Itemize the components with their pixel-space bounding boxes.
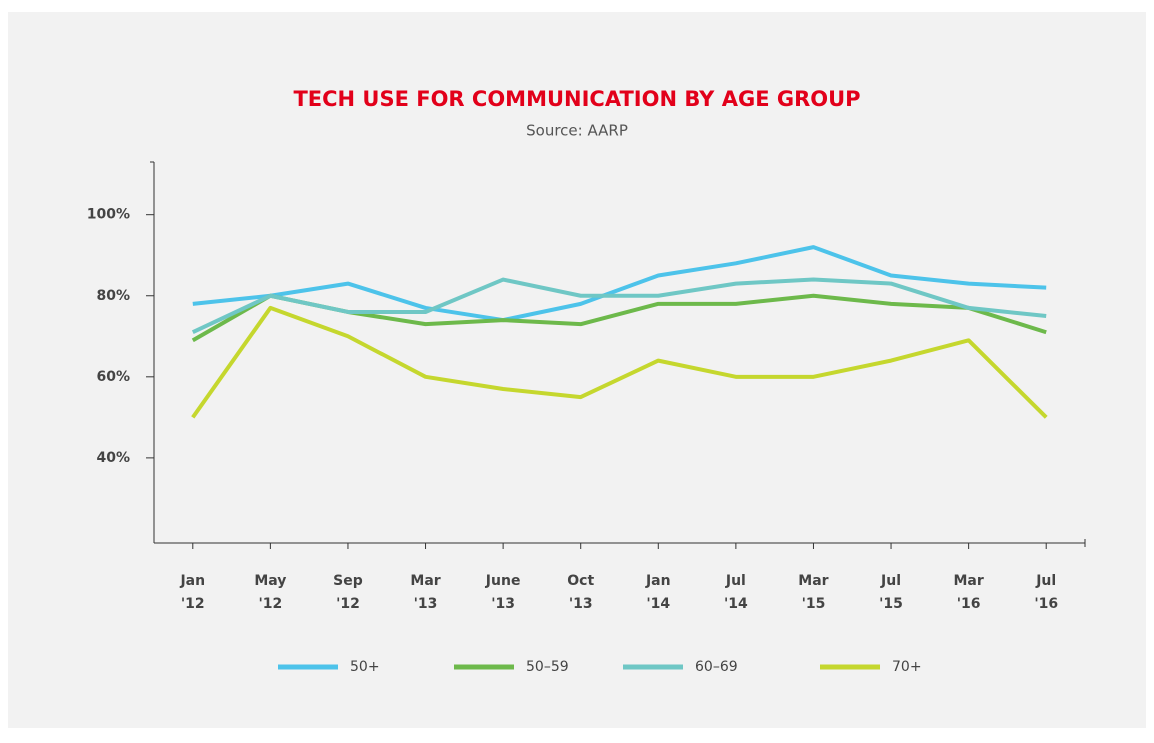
x-tick-label: June '13 xyxy=(485,573,521,612)
y-tick-label: 100% xyxy=(87,207,130,223)
legend-label: 50–59 xyxy=(526,659,569,675)
x-tick-label: Jul '15 xyxy=(879,573,903,612)
series-line xyxy=(191,277,1047,335)
x-tick-label: Jul '14 xyxy=(724,573,748,612)
x-tick-label: Mar '16 xyxy=(953,573,983,612)
x-tick-label: Oct '13 xyxy=(567,573,594,612)
x-tick-label: May '12 xyxy=(254,573,286,612)
x-tick-label: Mar '15 xyxy=(798,573,828,612)
x-tick-label: Jan '14 xyxy=(645,573,671,612)
legend-label: 70+ xyxy=(892,659,922,675)
x-tick-label: Jan '12 xyxy=(179,573,205,612)
x-tick-label: Mar '13 xyxy=(410,573,440,612)
panel xyxy=(8,12,1146,728)
x-tick-label: Jul '16 xyxy=(1034,573,1058,612)
legend-label: 60–69 xyxy=(695,659,738,675)
y-tick-label: 60% xyxy=(96,369,130,385)
series-line xyxy=(191,305,1048,419)
series-line xyxy=(192,245,1047,323)
chart-title: TECH USE FOR COMMUNICATION BY AGE GROUP xyxy=(293,87,860,111)
y-tick-label: 40% xyxy=(96,450,130,466)
legend-label: 50+ xyxy=(350,659,380,675)
chart-subtitle: Source: AARP xyxy=(526,122,628,140)
x-tick-label: Sep '12 xyxy=(333,573,363,612)
y-tick-label: 80% xyxy=(96,288,130,304)
